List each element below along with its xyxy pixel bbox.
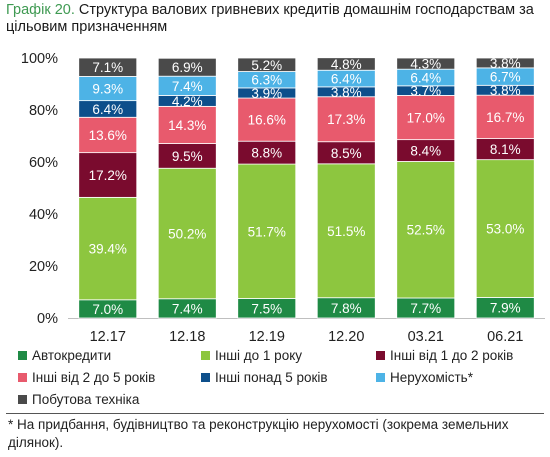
y-tick-label: 100% <box>21 51 58 67</box>
y-tick-label: 0% <box>37 311 58 327</box>
bar-segment <box>78 152 138 198</box>
legend-label: Інші від 1 до 2 років <box>390 348 514 363</box>
data-label: 7.7% <box>410 301 441 316</box>
data-label: 5.2% <box>251 58 282 73</box>
chart-title-text: Структура валових гривневих кредитів дом… <box>6 2 534 35</box>
legend-label: Нерухомість* <box>390 370 473 385</box>
data-label: 4.8% <box>331 57 362 72</box>
legend-item: Інші до 1 року <box>201 348 302 363</box>
x-tick-label: 03.21 <box>408 329 444 345</box>
data-label: 3.8% <box>490 83 521 98</box>
x-tick-label: 12.17 <box>90 329 126 345</box>
legend-item: Нерухомість* <box>376 370 473 385</box>
data-label: 8.5% <box>331 146 362 161</box>
data-label: 17.0% <box>407 111 445 126</box>
legend-item: Інші від 1 до 2 років <box>376 348 513 363</box>
bar-segment <box>78 196 138 301</box>
data-label: 3.9% <box>251 86 282 101</box>
data-label: 6.4% <box>331 72 362 87</box>
bar-segment <box>316 163 376 299</box>
data-label: 8.1% <box>490 142 521 157</box>
legend-swatch <box>18 351 27 360</box>
x-tick-label: 12.18 <box>169 329 205 345</box>
data-label: 16.7% <box>486 110 524 125</box>
chart-title: Графік 20. Структура валових гривневих к… <box>6 2 546 36</box>
legend-item: Інші від 2 до 5 років <box>18 370 155 385</box>
chart-number: Графік 20. <box>6 2 75 18</box>
legend-item: Інші понад 5 років <box>201 370 328 385</box>
legend-swatch <box>18 395 27 404</box>
data-label: 7.1% <box>92 60 123 75</box>
legend-label: Інші від 2 до 5 років <box>32 370 156 385</box>
legend-swatch <box>201 373 210 382</box>
data-label: 9.5% <box>172 149 203 164</box>
x-tick-label: 12.19 <box>249 329 285 345</box>
bar-segment <box>316 57 376 71</box>
bar-segment <box>396 57 456 70</box>
data-label: 7.4% <box>172 79 203 94</box>
data-label: 7.0% <box>92 302 123 317</box>
footnote: * На придбання, будівництво та реконстру… <box>8 417 509 450</box>
data-label: 51.7% <box>248 224 286 239</box>
data-label: 17.3% <box>327 112 365 127</box>
data-label: 6.4% <box>410 71 441 86</box>
legend-label: Інші до 1 року <box>215 348 303 363</box>
data-label: 6.7% <box>490 70 521 85</box>
data-label: 4.3% <box>410 57 441 72</box>
bar-segment <box>475 57 535 69</box>
footnote-divider <box>6 413 544 414</box>
x-tick-label: 12.20 <box>328 329 364 345</box>
stacked-bar-chart: 0% 20% 40% 60% 80% 100% 7.0% 39.4% 17.2% 13.6% 6.4… <box>21 51 545 345</box>
bar-segment <box>396 95 456 141</box>
y-tick-label: 60% <box>29 155 58 171</box>
data-label: 9.3% <box>92 82 123 97</box>
data-label: 50.2% <box>168 227 206 242</box>
data-label: 4.2% <box>172 94 203 109</box>
bar-segment <box>78 57 138 77</box>
data-label: 3.8% <box>490 56 521 71</box>
data-label: 52.5% <box>407 223 445 238</box>
data-label: 16.6% <box>248 113 286 128</box>
bar-segment <box>475 159 535 298</box>
x-tick-label: 06.21 <box>487 329 523 345</box>
y-tick-label: 80% <box>29 103 58 119</box>
data-label: 6.3% <box>251 73 282 88</box>
data-label: 3.7% <box>410 84 441 99</box>
data-label: 7.5% <box>251 301 282 316</box>
bar-segment <box>237 163 297 299</box>
legend-swatch <box>376 351 385 360</box>
data-label: 8.4% <box>410 144 441 159</box>
y-tick-label: 20% <box>29 259 58 275</box>
legend-swatch <box>18 373 27 382</box>
bar-segment <box>157 57 217 77</box>
legend-label: Автокредити <box>32 348 112 363</box>
legend-item: Автокредити <box>18 348 111 363</box>
legend-item: Побутова техніка <box>18 392 139 407</box>
data-label: 6.4% <box>92 102 123 117</box>
data-label: 8.8% <box>251 146 282 161</box>
bar-segment <box>237 57 297 72</box>
legend-swatch <box>376 373 385 382</box>
data-label: 51.5% <box>327 224 365 239</box>
data-label: 3.8% <box>331 85 362 100</box>
bar-segment <box>396 161 456 299</box>
y-tick-label: 40% <box>29 207 58 223</box>
data-label: 7.9% <box>490 301 521 316</box>
data-label: 7.4% <box>172 301 203 316</box>
bar-segment <box>316 96 376 143</box>
bar-segment <box>157 143 217 169</box>
data-label: 17.2% <box>89 168 127 183</box>
bar-segment <box>157 167 217 300</box>
legend-swatch <box>201 351 210 360</box>
legend-label: Побутова техніка <box>32 392 140 407</box>
data-label: 7.8% <box>331 301 362 316</box>
data-label: 6.9% <box>172 60 203 75</box>
data-label: 39.4% <box>89 242 127 257</box>
data-label: 13.6% <box>89 128 127 143</box>
legend-label: Інші понад 5 років <box>215 370 328 385</box>
bar-segment <box>157 105 217 144</box>
data-label: 14.3% <box>168 118 206 133</box>
data-label: 53.0% <box>486 222 524 237</box>
